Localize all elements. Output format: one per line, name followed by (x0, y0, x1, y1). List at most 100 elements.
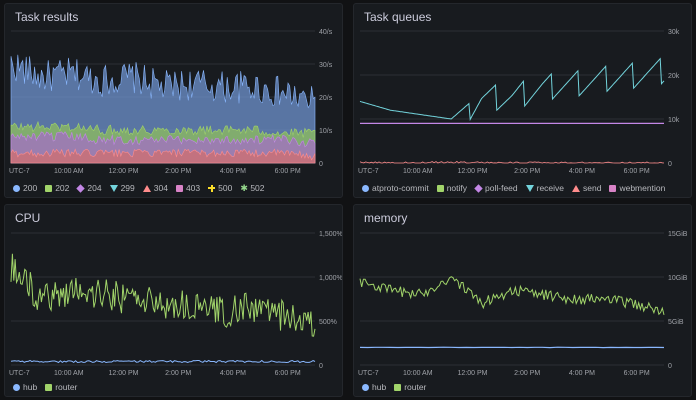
legend: hub router (13, 382, 77, 392)
square-marker-icon (45, 184, 53, 192)
x-tick-label: UTC-7 (9, 370, 30, 377)
legend-item[interactable]: send (572, 183, 601, 193)
tri-down-marker-icon (525, 184, 534, 192)
panel-memory[interactable]: memory 15GiB 10GiB 5GiB 0 UTC-7 10:00 AM 12:00… (353, 204, 692, 397)
x-tick-label: UTC-7 (358, 168, 379, 175)
legend-item[interactable]: hub (13, 382, 37, 392)
x-tick-label: 2:00 PM (165, 168, 191, 175)
task-results-chart: 40/s 30/s 20/s 10/s 0 UTC-7 10:00 AM 12:00 PM 2:… (9, 29, 333, 175)
circle-marker-icon (362, 383, 369, 391)
legend-label: poll-feed (485, 183, 518, 193)
legend-item[interactable]: receive (525, 183, 565, 193)
legend-item[interactable]: notify (436, 183, 468, 193)
panel-cpu[interactable]: CPU 1,500% 1,000% 500% 0 UTC-7 10:00 AM 12:00 … (4, 204, 343, 397)
legend-item[interactable]: 500 (208, 183, 232, 193)
panel-title: Task queues (364, 10, 432, 24)
legend-label: atproto-commit (372, 183, 429, 193)
tri-up-marker-icon (142, 184, 151, 192)
star-marker-icon: ✱ (240, 182, 248, 193)
y-tick-label: 10k (668, 117, 680, 124)
legend-item[interactable]: hub (362, 382, 386, 392)
panel-task-queues[interactable]: Task queues 30k 20k 10k 0 UTC-7 10:00 AM 12:00… (353, 3, 692, 198)
legend-item[interactable]: router (45, 382, 77, 392)
y-tick-label: 1,500% (319, 231, 343, 238)
x-tick-label: 10:00 AM (403, 370, 433, 377)
series-router-line (359, 276, 665, 316)
cross-marker-icon (208, 184, 216, 192)
tri-down-marker-icon (109, 184, 118, 192)
x-tick-label: 6:00 PM (275, 168, 301, 175)
circle-marker-icon (362, 184, 369, 192)
legend-item[interactable]: 304 (142, 183, 168, 193)
x-tick-label: 6:00 PM (624, 168, 650, 175)
legend-item[interactable]: 202 (45, 183, 69, 193)
x-tick-label: 2:00 PM (514, 168, 540, 175)
series-router-line (10, 253, 316, 337)
square-marker-icon (394, 383, 402, 391)
series-send-line (359, 160, 665, 164)
x-tick-label: 2:00 PM (165, 370, 191, 377)
memory-chart: 15GiB 10GiB 5GiB 0 UTC-7 10:00 AM 12:00 PM 2:00… (358, 231, 688, 377)
legend-item[interactable]: 299 (109, 183, 135, 193)
legend-item[interactable]: atproto-commit (362, 183, 429, 193)
legend-item[interactable]: ✱ 502 (240, 183, 264, 193)
legend: hub router (362, 382, 426, 392)
series-304-area (10, 148, 316, 164)
x-tick-label: 2:00 PM (514, 370, 540, 377)
legend-label: 500 (218, 183, 233, 193)
y-tick-label: 10/s (319, 128, 333, 135)
tri-up-marker-icon (572, 184, 581, 192)
cpu-chart: 1,500% 1,000% 500% 0 UTC-7 10:00 AM 12:00 PM 2:… (9, 231, 343, 377)
legend-label: webmention (619, 183, 666, 193)
y-tick-label: 5GiB (668, 319, 684, 326)
legend-item[interactable]: 403 (175, 183, 200, 193)
x-tick-label: 4:00 PM (220, 168, 246, 175)
y-tick-label: 0 (668, 363, 672, 370)
x-tick-label: 12:00 PM (108, 168, 138, 175)
y-tick-label: 20/s (319, 95, 333, 102)
legend-item[interactable]: 200 (13, 183, 37, 193)
legend-label: 299 (120, 183, 135, 193)
square-marker-icon (45, 383, 53, 391)
series-hub-line (10, 359, 316, 364)
legend-label: 304 (153, 183, 168, 193)
y-tick-label: 15GiB (668, 231, 688, 238)
x-tick-label: UTC-7 (9, 168, 30, 175)
y-tick-label: 0 (668, 161, 672, 168)
y-tick-label: 500% (319, 319, 337, 326)
legend-item[interactable]: poll-feed (474, 183, 518, 193)
x-tick-label: 12:00 PM (108, 370, 138, 377)
legend: 200 202 204 299 304 403 500 ✱ 502 (13, 183, 265, 193)
x-tick-label: UTC-7 (358, 370, 379, 377)
x-tick-label: 10:00 AM (54, 168, 84, 175)
legend-item[interactable]: router (394, 382, 426, 392)
y-tick-label: 30/s (319, 62, 333, 69)
panel-task-results[interactable]: Task results 40/s 30/s 20/s 10/s 0 UTC-7 10:00… (4, 3, 343, 198)
legend-item[interactable]: webmention (609, 183, 665, 193)
square-marker-icon (175, 184, 183, 192)
y-tick-label: 40/s (319, 29, 333, 36)
legend-label: router (404, 382, 427, 392)
legend-item[interactable]: 204 (76, 183, 102, 193)
x-tick-label: 10:00 AM (54, 370, 84, 377)
legend-label: 204 (87, 183, 102, 193)
panel-title: Task results (15, 10, 79, 24)
y-tick-label: 1,000% (319, 275, 343, 282)
circle-marker-icon (13, 383, 20, 391)
x-tick-label: 4:00 PM (569, 168, 595, 175)
legend-label: send (583, 183, 602, 193)
panel-title: CPU (15, 211, 41, 225)
legend-label: notify (446, 183, 468, 193)
legend-label: 502 (250, 183, 265, 193)
y-tick-label: 10GiB (668, 275, 688, 282)
legend-label: hub (372, 382, 387, 392)
x-tick-label: 6:00 PM (624, 370, 650, 377)
panel-title: memory (364, 211, 408, 225)
task-queues-chart: 30k 20k 10k 0 UTC-7 10:00 AM 12:00 PM 2:00 PM 4:… (358, 29, 680, 175)
x-tick-label: 6:00 PM (275, 370, 301, 377)
legend-label: hub (23, 382, 38, 392)
diamond-marker-icon (76, 183, 86, 193)
legend: atproto-commit notify poll-feed receive send… (362, 183, 665, 193)
legend-label: receive (536, 183, 565, 193)
x-tick-label: 12:00 PM (457, 370, 487, 377)
